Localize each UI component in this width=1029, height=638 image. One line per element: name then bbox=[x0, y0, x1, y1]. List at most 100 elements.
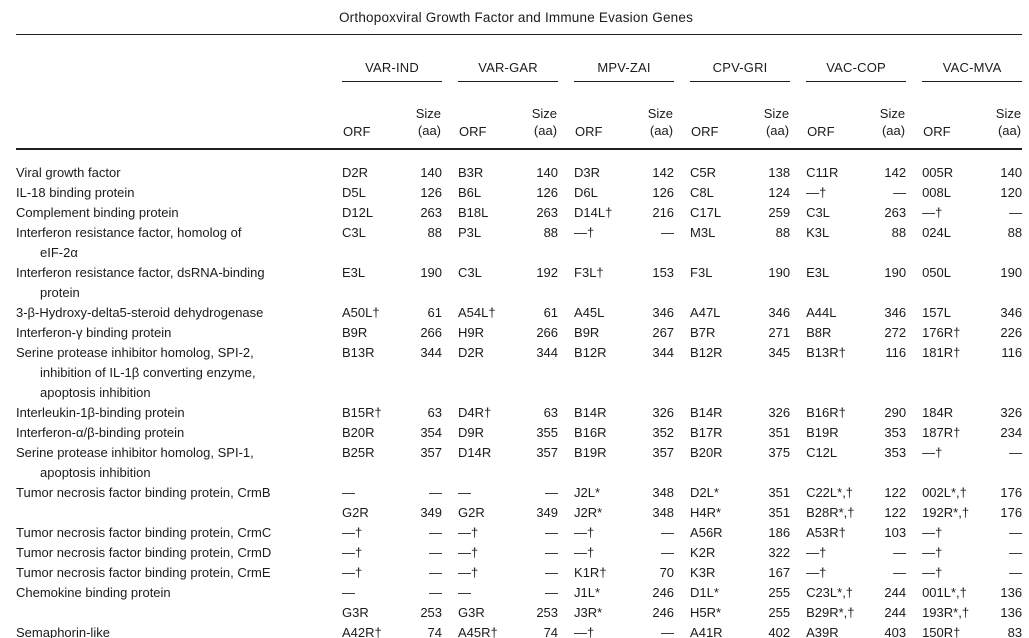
size-cell: 61 bbox=[427, 305, 443, 320]
size-cell: 266 bbox=[420, 325, 443, 340]
column-spacer bbox=[790, 563, 806, 583]
orf-cell: C22L*,† bbox=[806, 485, 854, 500]
orf-cell: B20R bbox=[690, 445, 723, 460]
size-cell: 355 bbox=[536, 425, 559, 440]
size-cell: 271 bbox=[768, 325, 791, 340]
column-spacer bbox=[790, 149, 806, 183]
gene-label: Interferon resistance factor, homolog of… bbox=[16, 225, 242, 260]
gene-label: Complement binding protein bbox=[16, 205, 179, 220]
gene-label: Tumor necrosis factor binding protein, C… bbox=[16, 545, 272, 560]
size-cell: 357 bbox=[536, 445, 559, 460]
gene-label: Tumor necrosis factor binding protein, C… bbox=[16, 565, 271, 580]
column-spacer bbox=[442, 223, 458, 263]
orf-cell: E3L bbox=[806, 265, 830, 280]
orf-cell: K3L bbox=[806, 225, 830, 240]
column-spacer bbox=[558, 323, 574, 343]
orf-cell: —† bbox=[922, 565, 943, 580]
size-cell: 344 bbox=[652, 345, 675, 360]
column-spacer bbox=[442, 183, 458, 203]
column-spacer bbox=[442, 543, 458, 563]
column-spacer bbox=[674, 543, 690, 563]
size-cell: 234 bbox=[1000, 425, 1023, 440]
column-spacer bbox=[906, 223, 922, 263]
size-cell: 263 bbox=[420, 205, 443, 220]
column-spacer bbox=[558, 263, 574, 303]
column-spacer bbox=[558, 223, 574, 263]
orf-cell: F3L† bbox=[574, 265, 604, 280]
gene-label: IL-18 binding protein bbox=[16, 185, 135, 200]
size-header: Size (aa) bbox=[982, 81, 1023, 150]
orf-cell: H5R* bbox=[690, 605, 722, 620]
orf-header: ORF bbox=[458, 81, 519, 150]
size-cell: 346 bbox=[884, 305, 907, 320]
column-spacer bbox=[442, 623, 459, 638]
size-cell: 272 bbox=[884, 325, 907, 340]
gene-label: Interleukin-1β-binding protein bbox=[16, 405, 185, 420]
size-cell: 74 bbox=[402, 623, 443, 638]
orf-cell: 002L*,† bbox=[922, 485, 967, 500]
table-row: Viral growth factor D2R 140 B3R 140 D3R 142 C5R… bbox=[16, 149, 1022, 183]
size-cell: 63 bbox=[427, 405, 443, 420]
table-row: G3R 253 G3R 253 J3R* 246 H5R* 255 B29R*,† 244 193R… bbox=[16, 603, 1022, 623]
orf-cell: B7R bbox=[690, 325, 716, 340]
gene-label: Tumor necrosis factor binding protein, C… bbox=[16, 525, 272, 540]
orf-cell: B14R bbox=[574, 405, 607, 420]
size-cell: — bbox=[429, 585, 443, 600]
column-group-header: MPV-ZAI bbox=[574, 34, 675, 82]
orf-cell: C3L bbox=[458, 265, 482, 280]
size-cell: 263 bbox=[884, 205, 907, 220]
table-row: Tumor necrosis factor binding protein, C… bbox=[16, 483, 1022, 503]
column-spacer bbox=[558, 603, 574, 623]
column-spacer bbox=[558, 563, 574, 583]
table-row: Serine protease inhibitor homolog, SPI-1… bbox=[16, 443, 1022, 483]
size-cell: 290 bbox=[884, 405, 907, 420]
orf-cell: M3L bbox=[690, 225, 716, 240]
orf-cell: D6L bbox=[574, 185, 598, 200]
orf-cell: B9R bbox=[342, 325, 368, 340]
column-spacer bbox=[906, 183, 922, 203]
table-row: Semaphorin-like A42R† 74 A45R† 74 —† — A41R 402 A… bbox=[16, 623, 1023, 638]
orf-cell: C12L bbox=[806, 445, 838, 460]
orf-cell: 187R† bbox=[922, 425, 961, 440]
column-spacer bbox=[442, 323, 458, 343]
column-spacer bbox=[442, 423, 458, 443]
size-cell: 116 bbox=[885, 345, 907, 360]
size-cell: 70 bbox=[659, 565, 675, 580]
column-spacer bbox=[558, 81, 575, 150]
size-cell: 122 bbox=[884, 485, 907, 500]
gene-label: Chemokine binding protein bbox=[16, 585, 171, 600]
orf-cell: B16R† bbox=[806, 405, 846, 420]
column-spacer bbox=[674, 603, 690, 623]
orf-cell: B13R bbox=[342, 345, 375, 360]
orf-cell: K1R† bbox=[574, 565, 607, 580]
size-cell: 216 bbox=[652, 205, 675, 220]
size-cell: 61 bbox=[543, 305, 559, 320]
size-cell: 176 bbox=[1000, 505, 1023, 520]
size-cell: 122 bbox=[884, 505, 907, 520]
column-spacer bbox=[558, 303, 574, 323]
table-row: Serine protease inhibitor homolog, SPI-2… bbox=[16, 343, 1022, 403]
column-spacer bbox=[674, 483, 690, 503]
table-row: Interferon resistance factor, homolog of… bbox=[16, 223, 1022, 263]
size-header: Size (aa) bbox=[866, 81, 907, 150]
orf-cell: A39R bbox=[806, 623, 867, 638]
column-spacer bbox=[674, 81, 691, 150]
orf-cell: — bbox=[458, 585, 472, 600]
column-spacer bbox=[790, 583, 806, 603]
orf-cell: 193R*,† bbox=[922, 605, 970, 620]
size-cell: — bbox=[1009, 445, 1023, 460]
orf-cell: B16R bbox=[574, 425, 607, 440]
orf-cell: 008L bbox=[922, 185, 951, 200]
size-cell: 126 bbox=[420, 185, 443, 200]
orf-cell: B29R*,† bbox=[806, 605, 855, 620]
column-spacer bbox=[906, 203, 922, 223]
size-cell: 357 bbox=[420, 445, 443, 460]
column-spacer bbox=[674, 523, 690, 543]
column-spacer bbox=[442, 35, 458, 82]
orf-cell: 181R† bbox=[922, 345, 961, 360]
orf-cell: C3L bbox=[342, 225, 366, 240]
size-cell: 402 bbox=[750, 623, 791, 638]
size-cell: — bbox=[893, 185, 907, 200]
size-header: Size (aa) bbox=[750, 81, 791, 150]
size-cell: — bbox=[429, 525, 443, 540]
